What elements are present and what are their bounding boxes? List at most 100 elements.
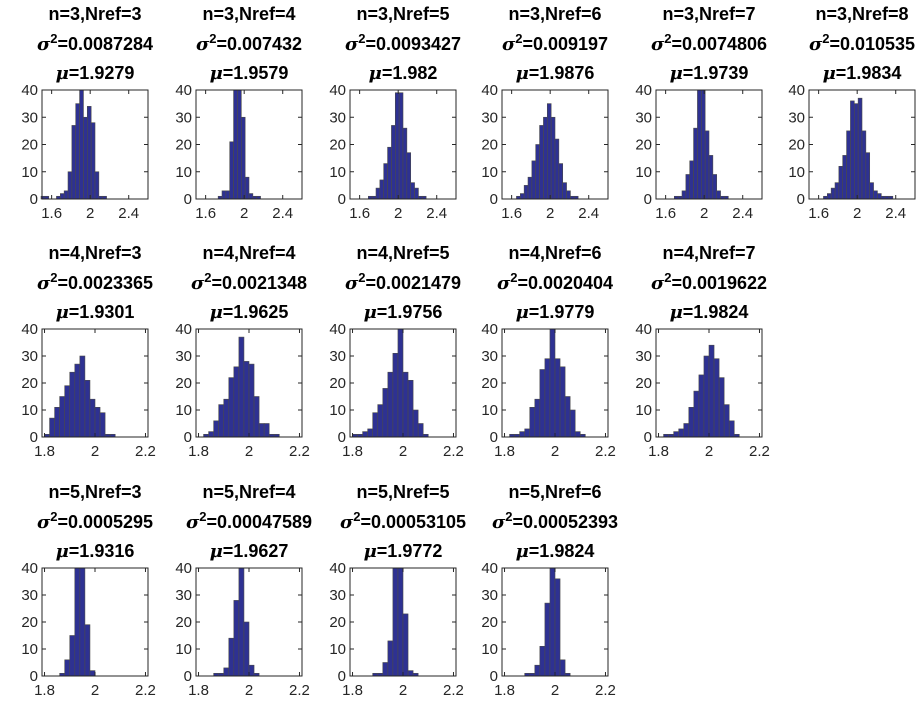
histogram-bar: [527, 176, 533, 200]
histogram-bar: [83, 116, 88, 200]
variance-value: =0.0093427: [365, 34, 461, 54]
mean-value: =1.9824: [683, 302, 749, 322]
x-tick-label: 2: [394, 205, 402, 222]
histogram-bar: [713, 358, 720, 438]
histogram-bar: [569, 409, 576, 438]
subplot-title-mean: μ=1.9756: [364, 302, 443, 323]
x-tick-label: 2.2: [135, 443, 156, 460]
histogram-bar: [233, 600, 240, 677]
x-tick-label: 2.4: [426, 205, 447, 222]
subplot-title-mean: μ=1.9301: [56, 302, 135, 323]
histogram-bar: [233, 366, 240, 438]
x-tick-label: 1.8: [494, 682, 515, 699]
superscript-2: 2: [664, 270, 671, 285]
histogram-bar: [689, 160, 694, 200]
mu-symbol: μ: [56, 63, 69, 84]
histogram-bar: [417, 423, 424, 438]
mean-value: =1.9779: [529, 302, 595, 322]
histogram-bar: [519, 431, 526, 438]
x-tick-label: 2: [245, 443, 253, 460]
histogram-bar: [223, 398, 230, 438]
y-tick-label: 0: [338, 668, 346, 685]
histogram-bar: [248, 193, 254, 200]
histogram-bar: [549, 567, 556, 677]
histogram-bar: [830, 187, 836, 200]
y-tick-label: 40: [21, 82, 38, 99]
histogram-bar: [258, 423, 265, 438]
histogram-bar: [233, 89, 238, 200]
subplot-title-variance: σ2=0.0019622: [651, 270, 767, 294]
histogram-bar: [412, 409, 419, 438]
superscript-2: 2: [510, 270, 517, 285]
subplot-2: n=3,Nref=4σ2=0.007432μ=1.95790102030401.…: [175, 4, 303, 222]
subplot-title-variance: σ2=0.0087284: [37, 31, 153, 55]
histogram-bar: [377, 404, 384, 438]
y-tick-label: 10: [329, 164, 346, 181]
sigma-symbol: σ: [809, 34, 823, 55]
x-tick-label: 2: [705, 443, 713, 460]
histogram-bar: [846, 130, 851, 200]
histogram-bar: [712, 174, 718, 200]
mu-symbol: μ: [210, 63, 223, 84]
histogram-bar: [221, 190, 227, 200]
x-tick-label: 2.4: [885, 205, 906, 222]
mean-value: =1.9834: [836, 63, 902, 83]
subplot-10: n=4,Nref=6σ2=0.0020404μ=1.97790102030401…: [481, 243, 616, 460]
histogram-bar: [402, 127, 408, 200]
histogram-bar: [838, 166, 844, 200]
sigma-symbol: σ: [37, 512, 51, 533]
histogram-bar: [402, 613, 409, 677]
histogram-bar: [523, 185, 529, 200]
y-tick-label: 30: [481, 587, 498, 604]
histogram-bar: [520, 193, 525, 200]
subplot-title-n: n=5,Nref=4: [202, 482, 295, 502]
subplot-title-n: n=5,Nref=6: [508, 482, 601, 502]
histogram-bar: [244, 176, 250, 200]
y-tick-label: 0: [184, 668, 192, 685]
x-tick-label: 2.2: [135, 682, 156, 699]
y-tick-label: 20: [481, 137, 498, 154]
subplot-3: n=3,Nref=5σ2=0.0093427μ=1.9820102030401.…: [329, 4, 461, 222]
histogram-bar: [208, 431, 214, 438]
subplot-title-variance: σ2=0.010535: [809, 31, 915, 55]
y-tick-label: 10: [21, 402, 38, 419]
x-tick-label: 2: [399, 682, 407, 699]
y-tick-label: 20: [481, 375, 498, 392]
x-tick-label: 2.4: [578, 205, 599, 222]
y-tick-label: 40: [329, 82, 346, 99]
subplot-title-n: n=5,Nref=5: [356, 482, 449, 502]
sigma-symbol: σ: [497, 273, 511, 294]
histogram-bar: [410, 182, 415, 200]
sigma-symbol: σ: [502, 34, 516, 55]
y-tick-label: 20: [21, 137, 38, 154]
histogram-bar: [564, 396, 571, 438]
subplot-title-mean: μ=1.9316: [56, 541, 135, 562]
histogram-bar: [697, 89, 702, 200]
x-tick-label: 1.8: [34, 443, 55, 460]
histogram-bar: [74, 363, 81, 438]
histogram-bar: [240, 116, 246, 200]
subplot-title-n: n=3,Nref=4: [202, 4, 295, 24]
subplot-12: n=5,Nref=3σ2=0.0005295μ=1.93160102030401…: [21, 482, 156, 699]
x-tick-label: 2.4: [732, 205, 753, 222]
superscript-2: 2: [358, 31, 365, 46]
mu-symbol: μ: [516, 541, 529, 562]
variance-value: =0.010535: [829, 34, 915, 54]
mean-value: =1.982: [382, 63, 438, 83]
x-tick-label: 2.2: [289, 443, 310, 460]
y-tick-label: 20: [329, 614, 346, 631]
histogram-bar: [534, 398, 541, 438]
y-tick-label: 10: [635, 164, 652, 181]
subplot-title-mean: μ=1.9834: [823, 63, 902, 84]
histogram-bar: [407, 670, 414, 677]
histogram-bar: [60, 193, 65, 200]
histogram-bar: [367, 428, 374, 438]
histogram-bar: [69, 371, 76, 438]
subplot-title-mean: μ=1.9824: [670, 302, 749, 323]
x-tick-label: 1.8: [494, 443, 515, 460]
mu-symbol: μ: [56, 541, 69, 562]
histogram-bar: [243, 621, 250, 677]
histogram-bar: [263, 423, 270, 438]
y-tick-label: 10: [175, 164, 192, 181]
histogram-bar: [877, 193, 882, 200]
